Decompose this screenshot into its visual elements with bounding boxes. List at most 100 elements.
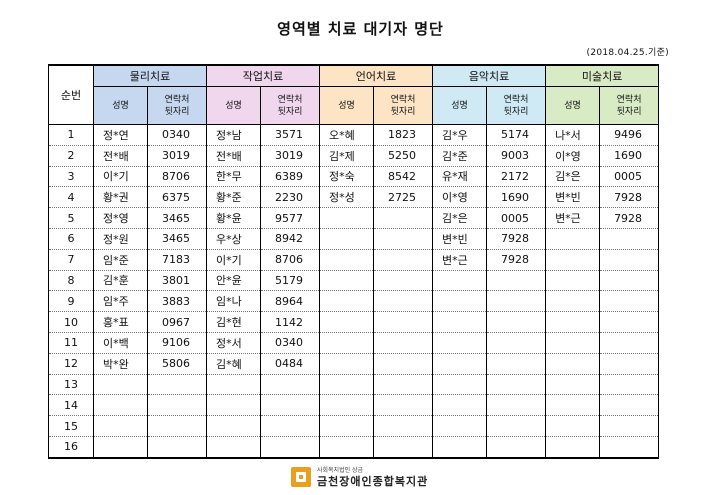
row-number: 14	[48, 394, 94, 417]
cell-phone: 2172	[486, 166, 547, 188]
cell-name: 김*혜	[206, 353, 262, 375]
sub-header-phone: 연락처 뒷자리	[486, 86, 547, 125]
cell-phone	[486, 374, 547, 396]
cell-phone	[599, 311, 660, 333]
cell-name: 김*은	[432, 207, 488, 229]
table-row: 8 김*훈 3801 안*윤 5179	[48, 270, 660, 292]
cell-phone: 0484	[260, 353, 321, 375]
cell-phone	[146, 374, 208, 396]
sub-header-phone-line1: 연락처	[503, 94, 529, 105]
cell-phone	[486, 436, 547, 459]
row-number: 16	[48, 436, 94, 459]
row-number: 5	[48, 207, 94, 229]
cell-phone	[260, 394, 321, 417]
cell-name	[93, 415, 148, 437]
table-row: 16	[48, 436, 660, 459]
sub-header-name: 성명	[206, 86, 262, 125]
cell-name: 임*나	[206, 290, 262, 313]
cell-name: 정*영	[93, 207, 148, 229]
cell-name: 유*재	[432, 166, 488, 188]
cell-name	[432, 394, 488, 417]
cell-name: 변*빈	[432, 228, 488, 250]
cell-phone: 1142	[260, 311, 321, 333]
cell-phone	[260, 436, 321, 459]
cell-name	[545, 332, 601, 354]
cell-phone	[599, 415, 660, 437]
cell-name: 김*제	[319, 145, 375, 167]
table-row: 3 이*기 8706 한*무 6389 정*숙 8542 유*재 2172 김*은 0005	[48, 166, 660, 188]
cell-name	[206, 374, 262, 396]
cell-phone: 3801	[146, 270, 208, 292]
cell-phone: 9106	[146, 332, 208, 354]
sub-header-phone: 연락처 뒷자리	[260, 86, 321, 125]
group-header-physical: 물리치료	[92, 64, 208, 87]
cell-name	[93, 374, 148, 396]
cell-name: 우*상	[206, 228, 262, 250]
cell-phone: 6389	[260, 166, 321, 188]
cell-name	[545, 249, 601, 271]
row-number: 12	[48, 353, 94, 375]
group-header-music: 음악치료	[432, 64, 547, 87]
cell-name: 이*기	[206, 249, 262, 271]
cell-phone	[599, 374, 660, 396]
cell-name	[432, 311, 488, 333]
cell-name: 임*준	[93, 249, 148, 271]
table-row: 13	[48, 374, 660, 396]
cell-phone: 1690	[486, 186, 547, 209]
cell-name	[319, 270, 375, 292]
welfare-center-logo-icon	[290, 466, 312, 488]
cell-name: 김*준	[432, 145, 488, 167]
sub-header-phone-line1: 연락처	[390, 94, 416, 105]
cell-phone: 8542	[373, 166, 434, 188]
cell-phone: 3465	[146, 228, 208, 250]
cell-phone	[373, 374, 434, 396]
row-number: 8	[48, 270, 94, 292]
row-number: 10	[48, 311, 94, 333]
sub-header-phone-line2: 뒷자리	[503, 106, 529, 117]
cell-name: 한*무	[206, 166, 262, 188]
sub-header-name: 성명	[432, 86, 488, 125]
cell-phone: 5250	[373, 145, 434, 167]
cell-phone	[486, 415, 547, 437]
cell-phone	[373, 270, 434, 292]
cell-phone: 8942	[260, 228, 321, 250]
table-row: 11 이*백 9106 정*서 0340	[48, 332, 660, 354]
cell-name: 김*우	[432, 124, 488, 146]
cell-phone	[486, 311, 547, 333]
cell-phone	[599, 270, 660, 292]
row-number: 1	[48, 124, 94, 146]
row-number: 3	[48, 166, 94, 188]
cell-phone: 1690	[599, 145, 660, 167]
row-number: 4	[48, 186, 94, 209]
sub-header-phone: 연락처 뒷자리	[146, 86, 208, 125]
sub-header-phone-line2: 뒷자리	[390, 106, 416, 117]
cell-phone: 3883	[146, 290, 208, 313]
cell-name: 임*주	[93, 290, 148, 313]
page-title: 영역별 치료 대기자 명단	[277, 20, 444, 38]
cell-name: 정*숙	[319, 166, 375, 188]
cell-name	[545, 270, 601, 292]
cell-phone: 7928	[486, 228, 547, 250]
cell-name	[319, 228, 375, 250]
sub-header-phone-line2: 뒷자리	[277, 106, 303, 117]
cell-name: 정*남	[206, 124, 262, 146]
cell-name: 황*윤	[206, 207, 262, 229]
cell-name: 이*백	[93, 332, 148, 354]
cell-name	[545, 290, 601, 313]
cell-phone	[599, 249, 660, 271]
cell-phone	[486, 270, 547, 292]
cell-phone	[486, 353, 547, 375]
cell-name	[545, 394, 601, 417]
cell-phone: 0005	[599, 166, 660, 188]
cell-name	[545, 311, 601, 333]
cell-phone: 2725	[373, 186, 434, 209]
cell-name: 전*배	[206, 145, 262, 167]
cell-phone: 1823	[373, 124, 434, 146]
cell-name	[545, 436, 601, 459]
cell-phone	[486, 332, 547, 354]
cell-name	[545, 374, 601, 396]
sub-header-phone-line2: 뒷자리	[616, 106, 642, 117]
cell-name	[432, 415, 488, 437]
cell-phone: 9496	[599, 124, 660, 146]
cell-name: 김*현	[206, 311, 262, 333]
